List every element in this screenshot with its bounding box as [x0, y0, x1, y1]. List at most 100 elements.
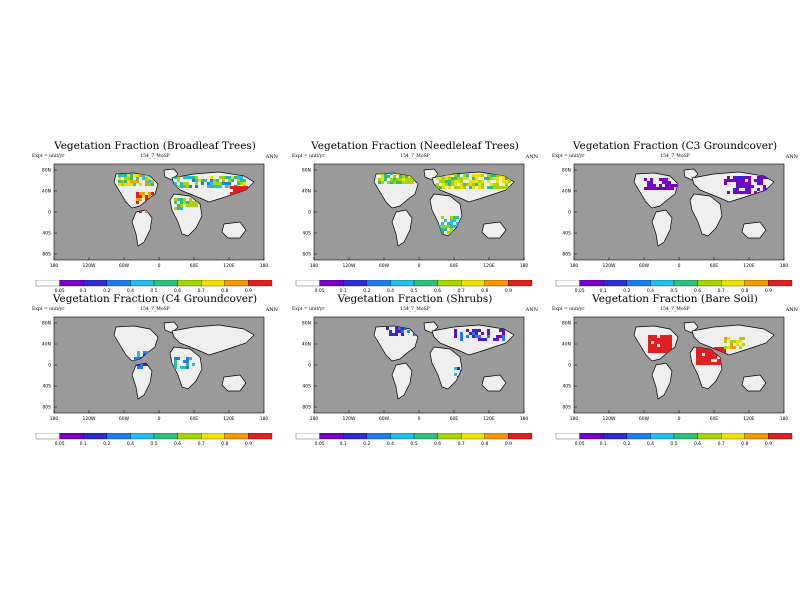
data-cell: [213, 179, 216, 182]
data-cell: [730, 346, 733, 349]
colorbar-tick-label: 0.2: [363, 441, 370, 447]
data-cell: [390, 181, 393, 184]
colorbar-segment: [366, 433, 391, 440]
data-cell: [236, 186, 239, 189]
data-cell: [736, 340, 739, 343]
data-cell: [186, 204, 189, 207]
data-cell: [442, 186, 445, 189]
colorbar-segment: [508, 433, 533, 440]
data-cell: [228, 176, 231, 179]
data-cell: [708, 353, 711, 356]
data-cell: [439, 186, 442, 189]
data-cell: [444, 225, 447, 228]
data-cell: [733, 176, 736, 179]
data-cell: [447, 222, 450, 225]
x-tick-label: 0: [418, 263, 421, 269]
data-cell: [460, 183, 463, 186]
data-cell: [472, 332, 475, 335]
data-cell: [696, 353, 699, 356]
data-cell: [177, 179, 180, 182]
data-cell: [183, 176, 186, 179]
data-cell: [760, 182, 763, 185]
x-tick-label: 120W: [342, 416, 356, 422]
data-cell: [748, 179, 751, 182]
colorbar-segment: [343, 280, 367, 287]
data-cell: [460, 186, 463, 189]
colorbar-tick-label: 0.7: [718, 288, 725, 294]
colorbar-segment: [555, 433, 580, 440]
data-cell: [496, 174, 499, 177]
data-cell: [454, 367, 457, 370]
data-cell: [398, 330, 401, 333]
data-cell: [475, 177, 478, 180]
data-cell: [408, 178, 411, 181]
data-cell: [481, 338, 484, 341]
y-tick-label: 80S: [562, 405, 571, 411]
data-cell: [213, 185, 216, 188]
data-cell: [124, 177, 127, 180]
colorbar-tick-label: 0.8: [481, 441, 488, 447]
data-cell: [666, 347, 669, 350]
data-cell: [442, 177, 445, 180]
land-mass: [131, 362, 153, 400]
data-cell: [195, 204, 198, 207]
colorbar: 0.05 0.1 0.2 0.4 0.5 0.6 0.7 0.8 0.9: [555, 433, 793, 447]
data-cell: [711, 356, 714, 359]
data-cell: [127, 180, 130, 183]
data-cell: [717, 362, 720, 365]
data-cell: [674, 184, 677, 187]
colorbar-segment: [744, 280, 769, 287]
chart-subtitle: 154_7_MoSP: [140, 154, 170, 159]
data-cell: [228, 179, 231, 182]
data-cell: [660, 347, 663, 350]
colorbar: 0.05 0.1 0.2 0.4 0.5 0.6 0.7 0.8 0.9: [555, 280, 793, 294]
data-cell: [234, 176, 237, 179]
data-cell: [665, 181, 668, 184]
data-cell: [733, 188, 736, 191]
data-cell: [390, 178, 393, 181]
colorbar-segment: [106, 280, 131, 287]
data-cell: [505, 186, 508, 189]
colorbar-tick-label: 0.9: [765, 441, 772, 447]
x-tick-label: 180: [520, 263, 529, 269]
data-cell: [739, 179, 742, 182]
data-cell: [387, 181, 390, 184]
colorbar-tick-label: 0.9: [505, 288, 512, 294]
x-tick-label: 60W: [379, 416, 390, 422]
data-cell: [760, 179, 763, 182]
data-cell: [183, 198, 186, 201]
data-cell: [186, 185, 189, 188]
data-cell: [665, 178, 668, 181]
data-cell: [177, 198, 180, 201]
data-cell: [499, 335, 502, 338]
data-cell: [151, 180, 154, 183]
colorbar-tick-label: 0.05: [575, 288, 585, 294]
data-cell: [714, 347, 717, 350]
data-cell: [450, 216, 453, 219]
data-cell: [665, 184, 668, 187]
data-cell: [233, 192, 236, 195]
data-cell: [441, 225, 444, 228]
period-label: ANN: [265, 154, 278, 160]
data-cell: [472, 177, 475, 180]
data-cell: [460, 180, 463, 183]
data-cell: [404, 327, 407, 330]
data-cell: [225, 185, 228, 188]
data-cell: [651, 344, 654, 347]
chart-panel: Vegetation Fraction (Shrubs) Expt = unit/…: [290, 293, 540, 453]
data-cell: [174, 198, 177, 201]
x-tick-label: 60E: [710, 263, 719, 269]
data-cell: [177, 207, 180, 210]
data-cell: [136, 174, 139, 177]
colorbar-segment: [153, 433, 178, 440]
data-cell: [457, 174, 460, 177]
data-cell: [411, 178, 414, 181]
colorbar-tick-label: 0.8: [221, 441, 228, 447]
data-cell: [475, 183, 478, 186]
data-cell: [668, 187, 671, 190]
data-cell: [387, 175, 390, 178]
data-cell: [742, 179, 745, 182]
data-cell: [748, 188, 751, 191]
x-tick-label: 120E: [483, 416, 495, 422]
colorbar-tick-label: 0.1: [80, 288, 87, 294]
